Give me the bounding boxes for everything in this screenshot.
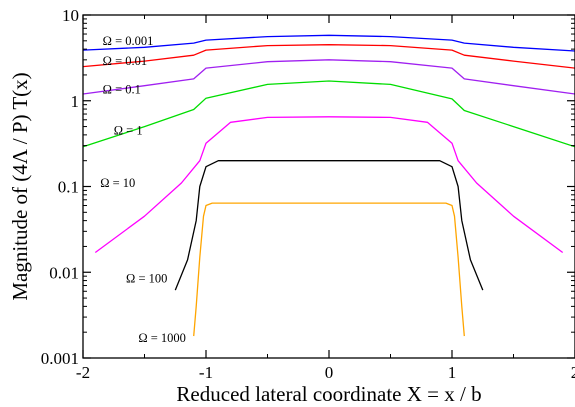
curve-label-1: Ω = 0.01	[103, 54, 147, 68]
curve-label-5: Ω = 100	[126, 271, 167, 285]
y-tick-label: 0.1	[58, 178, 79, 197]
y-tick-label: 0.001	[41, 349, 79, 368]
plot-frame	[82, 14, 575, 359]
curve-label-4: Ω = 10	[100, 176, 135, 190]
curves-layer	[82, 34, 575, 337]
series-line-4	[94, 116, 564, 254]
x-tick-label: 0	[325, 363, 334, 382]
y-tick-label: 0.01	[49, 263, 79, 282]
series-line-6	[193, 202, 465, 337]
curve-label-6: Ω = 1000	[138, 331, 186, 345]
y-tick-label: 1	[71, 92, 80, 111]
curve-label-0: Ω = 0.001	[103, 34, 154, 48]
x-tick-label: -1	[199, 363, 213, 382]
tick-layer: -2 -1 0 1 2 0.001 0.01 0.1 1 10	[41, 6, 575, 382]
y-axis-title: Magnitude of (4Λ / P) T(x)	[8, 72, 32, 300]
series-line-2	[82, 59, 575, 95]
series-line-1	[82, 44, 575, 69]
x-tick-label: -2	[76, 363, 90, 382]
y-tick-label: 10	[62, 6, 79, 25]
curve-label-3: Ω = 1	[114, 123, 143, 137]
series-line-0	[82, 34, 575, 52]
series-line-5	[174, 160, 484, 291]
x-tick-label: 2	[571, 363, 575, 382]
series-line-3	[82, 80, 575, 148]
x-tick-label: 1	[448, 363, 457, 382]
curve-labels: Ω = 0.001 Ω = 0.01 Ω = 0.1 Ω = 1 Ω = 10 Ω = 1…	[100, 34, 186, 345]
x-axis-title: Reduced lateral coordinate X = x / b	[176, 382, 481, 406]
curve-label-2: Ω = 0.1	[103, 83, 141, 97]
